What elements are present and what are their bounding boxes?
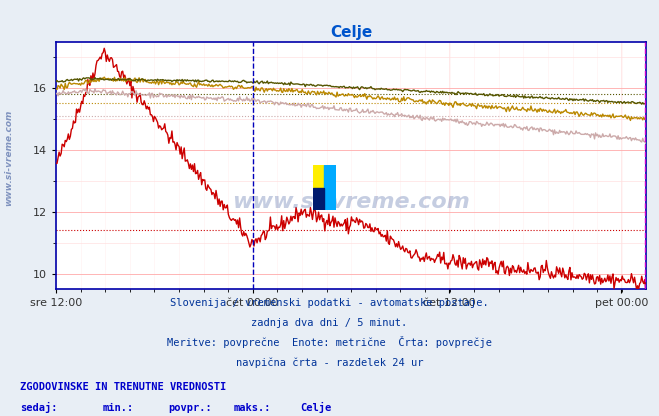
Text: povpr.:: povpr.: (168, 404, 212, 414)
Text: maks.:: maks.: (234, 404, 272, 414)
Title: Celje: Celje (330, 25, 372, 40)
Bar (312, 188, 324, 210)
Text: zadnja dva dni / 5 minut.: zadnja dva dni / 5 minut. (251, 318, 408, 328)
Text: navpična črta - razdelek 24 ur: navpična črta - razdelek 24 ur (236, 357, 423, 368)
Text: www.si-vreme.com: www.si-vreme.com (4, 110, 13, 206)
Text: min.:: min.: (102, 404, 133, 414)
Text: sedaj:: sedaj: (20, 402, 57, 414)
Bar (324, 166, 336, 210)
Text: www.si-vreme.com: www.si-vreme.com (232, 193, 470, 213)
Text: Slovenija / vremenski podatki - avtomatske postaje.: Slovenija / vremenski podatki - avtomats… (170, 298, 489, 308)
Text: ZGODOVINSKE IN TRENUTNE VREDNOSTI: ZGODOVINSKE IN TRENUTNE VREDNOSTI (20, 382, 226, 392)
Bar (312, 166, 324, 188)
Text: Meritve: povprečne  Enote: metrične  Črta: povprečje: Meritve: povprečne Enote: metrične Črta:… (167, 336, 492, 348)
Text: Celje: Celje (300, 402, 331, 414)
